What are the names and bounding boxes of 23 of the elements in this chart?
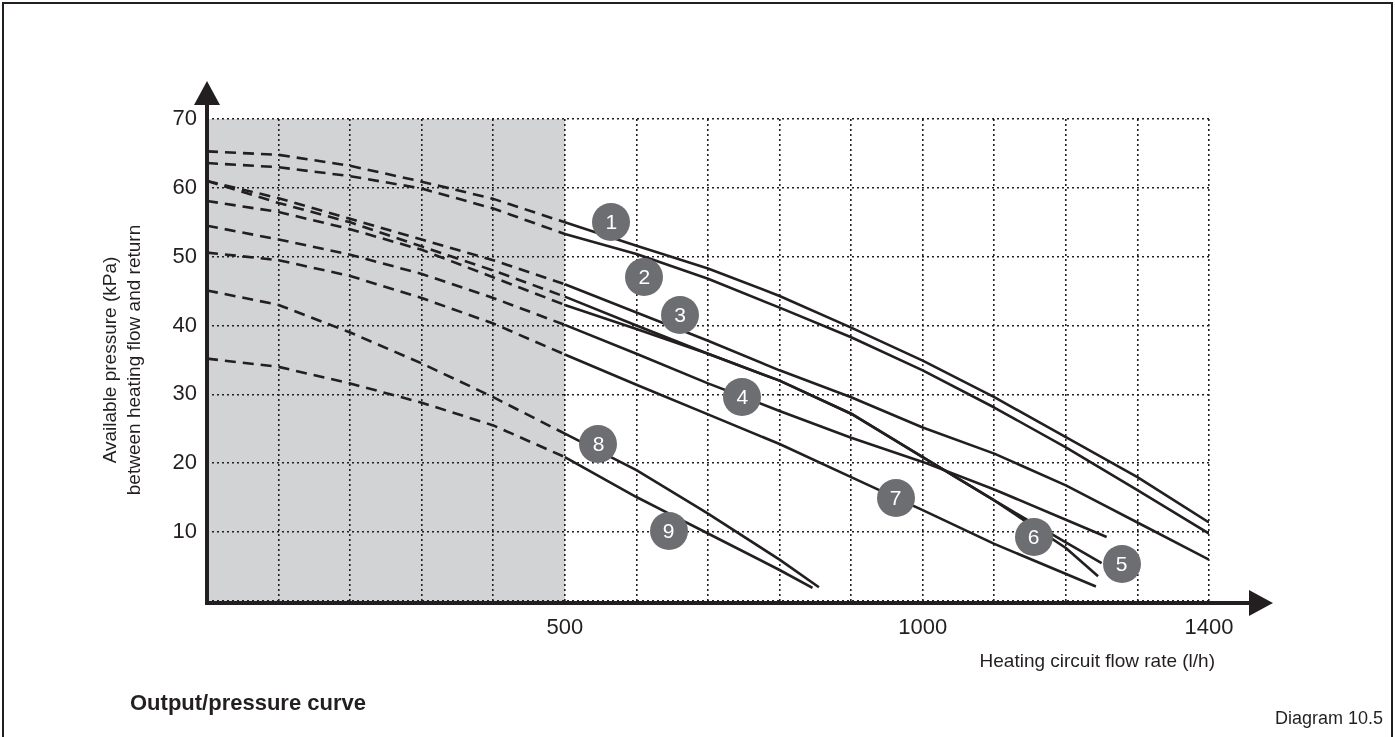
y-tick-label: 40 xyxy=(172,311,197,337)
series-label: 5 xyxy=(1102,544,1141,583)
x-tick-label: 1000 xyxy=(898,614,948,640)
y-axis-title: Available pressure (kPa) between heating flow and return xyxy=(98,224,145,496)
series-label: 8 xyxy=(579,425,618,463)
series-label: 9 xyxy=(649,511,688,550)
series-label: 4 xyxy=(723,378,762,417)
y-tick-label: 70 xyxy=(172,105,197,131)
y-tick-label: 30 xyxy=(172,380,197,406)
series-label: 1 xyxy=(592,202,631,241)
series-label: 3 xyxy=(661,296,700,335)
y-tick-label: 10 xyxy=(172,518,197,544)
y-tick-label: 60 xyxy=(172,173,197,199)
series-label: 2 xyxy=(625,257,664,296)
text: Diagram 10.5 xyxy=(1274,708,1383,729)
x-axis-title: Heating circuit flow rate (l/h) xyxy=(979,650,1215,672)
series-label: 6 xyxy=(1014,517,1053,556)
series-label: 7 xyxy=(876,479,915,518)
y-tick-label: 20 xyxy=(172,449,197,475)
x-tick-label: 1400 xyxy=(1184,614,1234,640)
y-tick-label: 50 xyxy=(172,242,197,268)
x-tick-label: 500 xyxy=(546,614,584,640)
text: Output/pressure curve xyxy=(130,690,366,716)
